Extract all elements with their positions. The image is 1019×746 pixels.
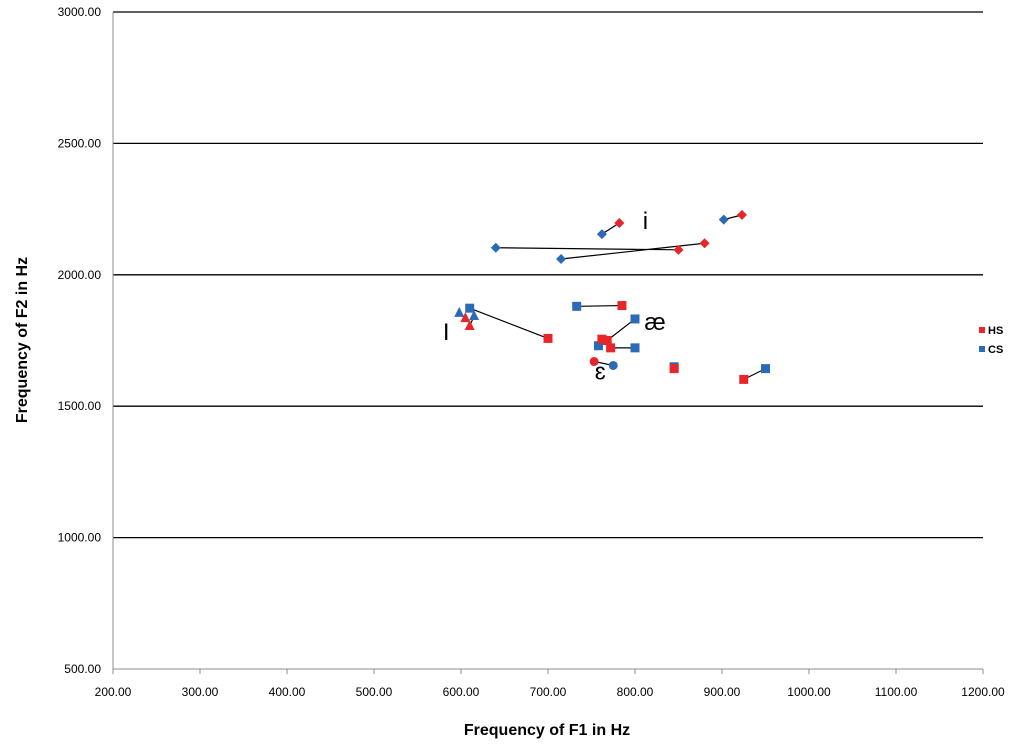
cs-point xyxy=(718,214,729,225)
hs-point xyxy=(617,301,627,311)
hs-point xyxy=(673,244,684,255)
hs-point xyxy=(606,343,616,353)
x-tick-label: 500.00 xyxy=(356,685,393,699)
cs-point xyxy=(572,301,582,311)
x-tick-label: 800.00 xyxy=(617,685,654,699)
hs-point xyxy=(669,364,679,374)
pair-connector-line xyxy=(606,318,636,341)
y-axis-title: Frequency of F2 in Hz xyxy=(14,257,31,423)
vowel-label: I xyxy=(443,319,450,346)
cs-point xyxy=(490,242,501,253)
hs-point xyxy=(460,312,471,323)
x-tick-label: 1200.00 xyxy=(961,685,1005,699)
axes: 500.00 1000.00 1500.00 2000.00 2500.00 3000.0… xyxy=(58,5,1005,699)
x-tick-label: 1000.00 xyxy=(787,685,831,699)
pair-connector-line xyxy=(469,307,549,339)
hs-point xyxy=(464,320,475,331)
cs-point xyxy=(630,343,640,353)
vowel-label: æ xyxy=(644,309,665,336)
cs-point xyxy=(596,229,607,240)
data-points xyxy=(454,209,770,384)
legend-swatch-cs xyxy=(979,346,985,352)
legend-swatch-hs xyxy=(979,327,985,333)
x-tick-label: 400.00 xyxy=(269,685,306,699)
gridlines xyxy=(113,11,983,539)
cs-point xyxy=(630,314,640,324)
pair-connector-line xyxy=(576,304,622,307)
x-tick-label: 700.00 xyxy=(530,685,567,699)
legend-label-hs: HS xyxy=(988,325,1003,337)
cs-point xyxy=(454,306,465,317)
y-tick-label: 3000.00 xyxy=(58,5,102,19)
y-tick-label: 1500.00 xyxy=(58,399,102,413)
legend-label-cs: CS xyxy=(988,344,1003,356)
y-tick-label: 2000.00 xyxy=(58,268,102,282)
cs-point xyxy=(556,254,567,265)
cs-point xyxy=(593,341,603,351)
cs-point xyxy=(465,303,475,313)
x-tick-label: 200.00 xyxy=(95,685,132,699)
vowel-labels: i I æ ɛ xyxy=(443,208,666,386)
hs-point xyxy=(543,333,553,343)
pair-connector-line xyxy=(560,242,705,260)
y-tick-label: 1000.00 xyxy=(58,531,102,545)
vowel-label: i xyxy=(643,208,648,235)
legend: HS CS xyxy=(979,325,1003,356)
hs-point xyxy=(699,238,710,249)
hs-point xyxy=(597,334,607,344)
vowel-label: ɛ xyxy=(595,358,606,385)
x-tick-label: 600.00 xyxy=(443,685,480,699)
x-axis-title: Frequency of F1 in Hz xyxy=(464,722,630,739)
hs-point xyxy=(614,218,625,229)
hs-point xyxy=(739,374,749,384)
cs-point xyxy=(469,310,480,321)
x-tick-label: 1100.00 xyxy=(875,685,918,699)
y-tick-label: 500.00 xyxy=(64,662,101,676)
hs-point xyxy=(737,209,748,220)
hs-point xyxy=(589,357,599,367)
cs-point xyxy=(608,360,618,370)
x-tick-label: 300.00 xyxy=(182,685,219,699)
cs-point xyxy=(761,364,770,374)
hs-point xyxy=(602,336,612,345)
y-tick-label: 2500.00 xyxy=(58,136,102,150)
x-tick-label: 900.00 xyxy=(704,685,741,699)
